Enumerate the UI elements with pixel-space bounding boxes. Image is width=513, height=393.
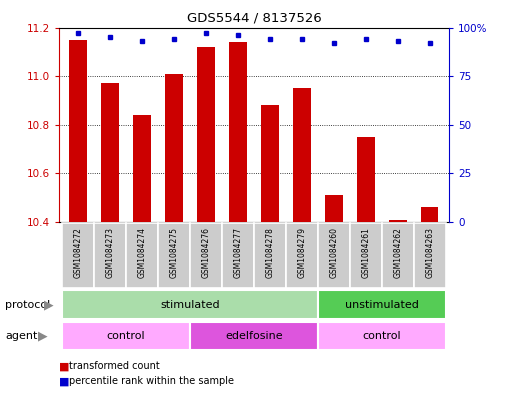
FancyBboxPatch shape [126, 223, 158, 288]
FancyBboxPatch shape [94, 223, 126, 288]
Text: control: control [107, 331, 145, 341]
Text: ■: ■ [59, 361, 69, 371]
Text: transformed count: transformed count [69, 361, 160, 371]
Text: ▶: ▶ [44, 298, 53, 311]
Text: GSM1084263: GSM1084263 [425, 228, 434, 278]
Bar [261, 105, 279, 222]
FancyBboxPatch shape [190, 322, 318, 350]
FancyBboxPatch shape [382, 223, 413, 288]
Bar [325, 195, 343, 222]
FancyBboxPatch shape [350, 223, 382, 288]
Text: GSM1084261: GSM1084261 [361, 228, 370, 278]
FancyBboxPatch shape [62, 290, 318, 319]
Text: stimulated: stimulated [160, 299, 220, 310]
Text: percentile rank within the sample: percentile rank within the sample [69, 376, 234, 386]
Bar [197, 47, 215, 222]
Bar [389, 220, 406, 222]
Text: GSM1084279: GSM1084279 [298, 228, 306, 278]
Bar [165, 74, 183, 222]
FancyBboxPatch shape [158, 223, 190, 288]
Text: GSM1084273: GSM1084273 [106, 228, 114, 278]
Text: GSM1084274: GSM1084274 [137, 228, 147, 278]
Bar [102, 83, 119, 222]
Text: ■: ■ [59, 376, 69, 386]
Bar [133, 115, 151, 222]
Text: edelfosine: edelfosine [225, 331, 283, 341]
FancyBboxPatch shape [413, 223, 446, 288]
Text: protocol: protocol [5, 299, 50, 310]
FancyBboxPatch shape [286, 223, 318, 288]
Text: GSM1084278: GSM1084278 [265, 228, 274, 278]
Text: ▶: ▶ [38, 329, 47, 343]
Bar [293, 88, 311, 222]
Text: GSM1084276: GSM1084276 [202, 228, 210, 278]
Bar [421, 208, 439, 222]
Text: GSM1084272: GSM1084272 [74, 228, 83, 278]
Title: GDS5544 / 8137526: GDS5544 / 8137526 [187, 12, 321, 25]
FancyBboxPatch shape [62, 223, 94, 288]
FancyBboxPatch shape [318, 223, 350, 288]
FancyBboxPatch shape [318, 322, 446, 350]
FancyBboxPatch shape [190, 223, 222, 288]
Text: GSM1084260: GSM1084260 [329, 228, 339, 278]
Bar [229, 42, 247, 222]
Text: GSM1084275: GSM1084275 [169, 228, 179, 278]
FancyBboxPatch shape [222, 223, 254, 288]
Text: control: control [363, 331, 401, 341]
FancyBboxPatch shape [254, 223, 286, 288]
FancyBboxPatch shape [62, 322, 190, 350]
Text: agent: agent [5, 331, 37, 341]
Text: GSM1084277: GSM1084277 [233, 228, 243, 278]
Text: GSM1084262: GSM1084262 [393, 228, 402, 278]
Text: unstimulated: unstimulated [345, 299, 419, 310]
Bar [69, 40, 87, 222]
Bar [357, 137, 374, 222]
FancyBboxPatch shape [318, 290, 446, 319]
